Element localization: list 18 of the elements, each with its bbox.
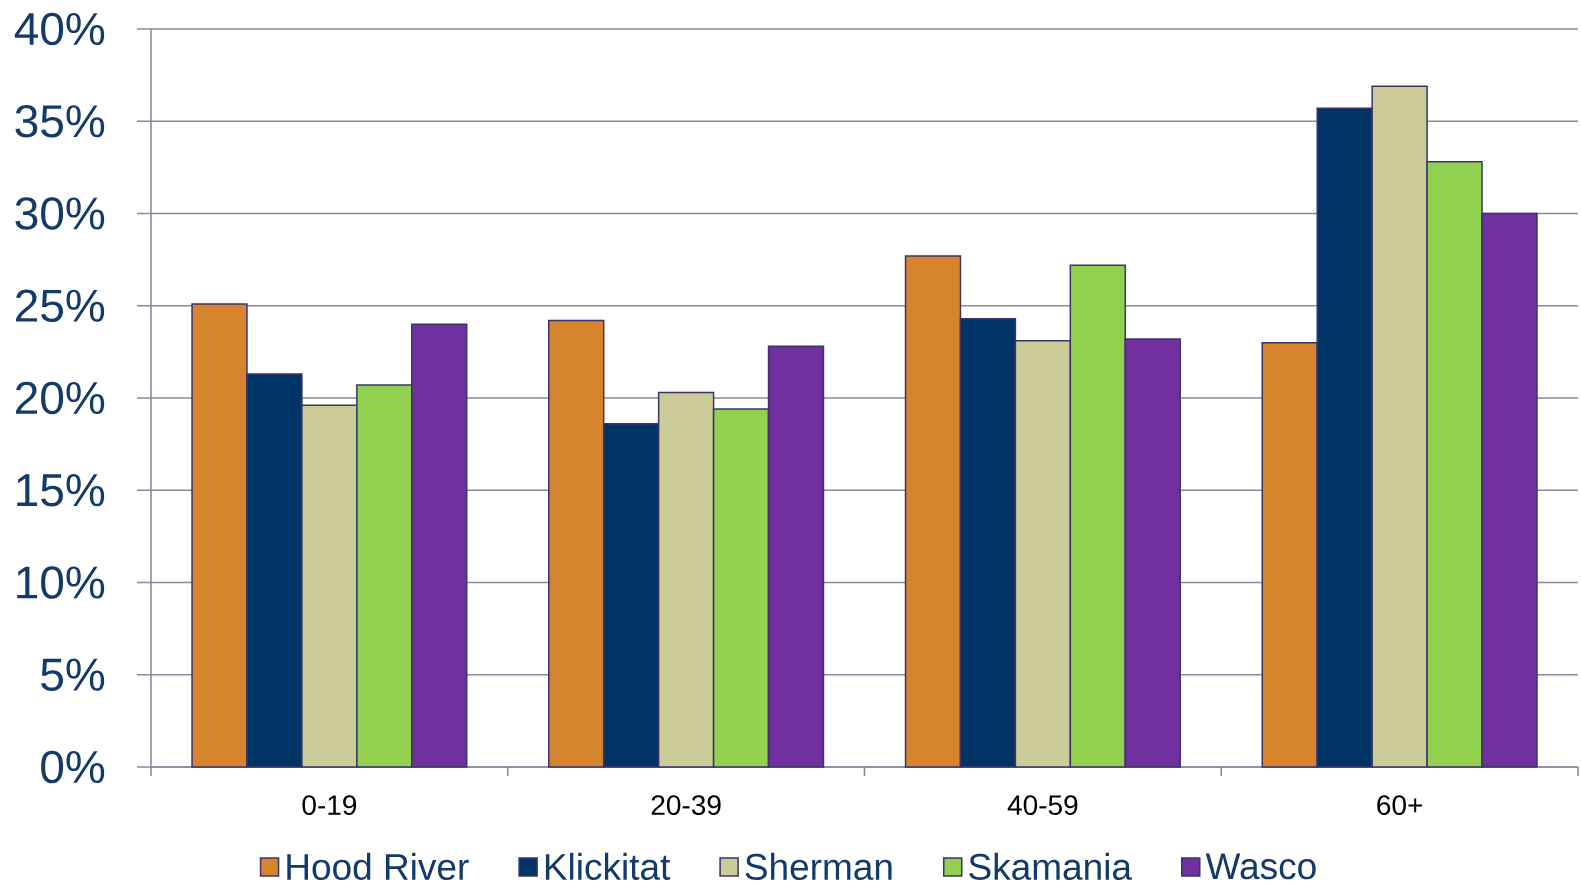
legend-label: Skamania (969, 852, 1132, 881)
y-tick-label: 40% (14, 12, 105, 46)
y-tick-label: 15% (17, 474, 105, 507)
y-tick-label: 0% (41, 750, 105, 784)
x-tick-label: 60+ (1377, 795, 1422, 816)
legend-label: Wasco (1205, 853, 1316, 880)
y-tick-label: 25% (16, 289, 105, 323)
legend-label: Hood River (287, 852, 469, 881)
y-tick-label: 5% (41, 658, 105, 691)
y-tick-label: 30% (15, 197, 105, 230)
x-tick-label: 40-59 (1007, 795, 1078, 816)
y-tick-label: 35% (15, 104, 105, 138)
x-tick-label: 20-39 (651, 795, 721, 816)
y-tick-label: 20% (16, 381, 105, 415)
y-tick-label: 10% (17, 566, 105, 599)
legend-label: Klickitat (545, 852, 671, 881)
x-tick-label: 0-19 (302, 795, 357, 816)
legend-label: Sherman (745, 852, 892, 881)
